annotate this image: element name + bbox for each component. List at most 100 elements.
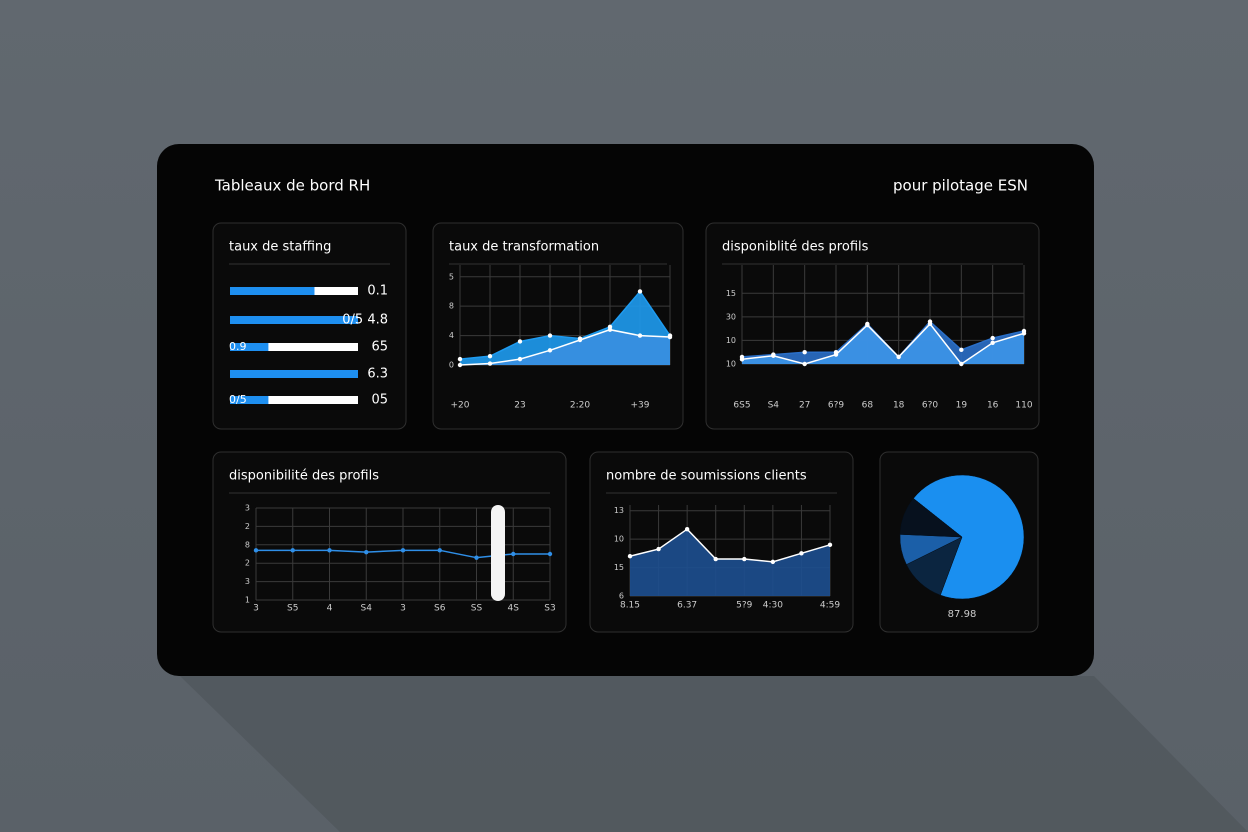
point (290, 548, 295, 553)
point (865, 322, 870, 328)
area (630, 529, 830, 596)
x-tick-label: 4:30 (763, 601, 783, 611)
y-tick-label: 3 (245, 504, 250, 513)
point (684, 526, 690, 532)
point (487, 353, 493, 359)
x-tick-label: 4 (327, 604, 333, 614)
x-tick-label: 4:59 (820, 601, 840, 611)
point (827, 542, 833, 548)
line (459, 290, 671, 360)
row-value: 05 (371, 393, 388, 408)
point (713, 556, 718, 562)
point (457, 362, 463, 368)
y-tick-label: 10 (726, 336, 736, 345)
point (547, 551, 553, 557)
y-tick-label: 15 (614, 563, 624, 572)
y-tick-label: 30 (726, 312, 736, 321)
panel-title: disponibilité des profils (229, 469, 379, 484)
y-tick-label: 5 (449, 272, 454, 281)
point (547, 348, 553, 353)
line (459, 328, 671, 366)
highlight-marker (491, 505, 505, 601)
point (474, 555, 479, 560)
pie-slice (899, 498, 963, 538)
point (607, 327, 613, 332)
point (577, 337, 583, 343)
x-tick-label: S5 (287, 604, 298, 614)
panel-title: disponiblité des profils (722, 240, 869, 255)
x-tick-label: 3 (400, 604, 406, 614)
x-tick-label: 8.15 (620, 601, 640, 611)
point (802, 361, 807, 367)
progress-fill (230, 316, 358, 324)
point (667, 334, 673, 340)
row-label: 0.9 (229, 340, 247, 353)
x-tick-label: 6?0 (922, 401, 939, 411)
y-tick-label: 2 (245, 559, 250, 568)
x-tick-label: 5?9 (736, 601, 753, 611)
point (833, 352, 839, 357)
x-tick-label: S4 (768, 401, 780, 411)
area (460, 329, 670, 365)
y-tick-label: 3 (245, 577, 250, 586)
point (656, 546, 661, 552)
x-tick-label: 2:20 (570, 401, 590, 411)
progress-track (230, 396, 358, 404)
point (627, 553, 633, 559)
point (400, 548, 406, 553)
x-tick-label: +20 (451, 401, 470, 411)
row-value: 6.3 (367, 367, 388, 382)
y-tick-label: 1 (245, 596, 250, 605)
y-tick-label: 2 (245, 522, 250, 531)
x-tick-label: 4S (508, 604, 520, 614)
panel-title: taux de staffing (229, 240, 331, 255)
line (629, 528, 831, 563)
panel-title: taux de transformation (449, 240, 599, 255)
point (990, 340, 995, 345)
point (927, 321, 933, 327)
point (739, 357, 745, 362)
x-tick-label: 27 (799, 401, 810, 411)
progress-fill (230, 343, 269, 351)
point (802, 350, 807, 355)
point (771, 353, 776, 358)
point (637, 289, 643, 294)
point (959, 361, 964, 367)
x-tick-label: 6?9 (828, 401, 845, 411)
x-tick-label: S6 (434, 604, 446, 614)
y-tick-label: 13 (614, 506, 624, 515)
point (253, 548, 259, 553)
point (511, 551, 516, 557)
row-value: 0.1 (367, 284, 388, 299)
y-tick-label: 6 (619, 592, 624, 601)
progress-fill (230, 287, 315, 295)
x-tick-label: SS (471, 604, 483, 614)
x-tick-label: 3 (253, 604, 259, 614)
pie-label: 87.98 (948, 609, 977, 620)
row-value: 65 (371, 340, 388, 355)
x-tick-label: 110 (1015, 401, 1032, 411)
dashboard-title: Tableaux de bord RH (214, 177, 370, 195)
point (896, 354, 901, 360)
x-tick-label: 6S5 (733, 401, 750, 411)
panel (212, 451, 567, 633)
row-label: 0/5 (229, 393, 247, 406)
y-tick-label: 8 (449, 302, 454, 311)
point (637, 333, 643, 338)
panel (432, 222, 684, 430)
y-tick-label: 15 (726, 289, 736, 298)
x-tick-label: S3 (544, 604, 555, 614)
row-value: 0/5 4.8 (342, 313, 388, 328)
point (487, 361, 493, 366)
y-tick-label: 0 (449, 361, 454, 370)
point (742, 556, 747, 562)
y-tick-label: 4 (449, 331, 454, 340)
point (547, 333, 553, 338)
point (770, 559, 776, 565)
x-tick-label: 16 (987, 401, 999, 411)
point (437, 548, 442, 553)
y-tick-label: 10 (614, 535, 624, 544)
point (799, 551, 804, 556)
x-tick-label: 23 (514, 401, 525, 411)
